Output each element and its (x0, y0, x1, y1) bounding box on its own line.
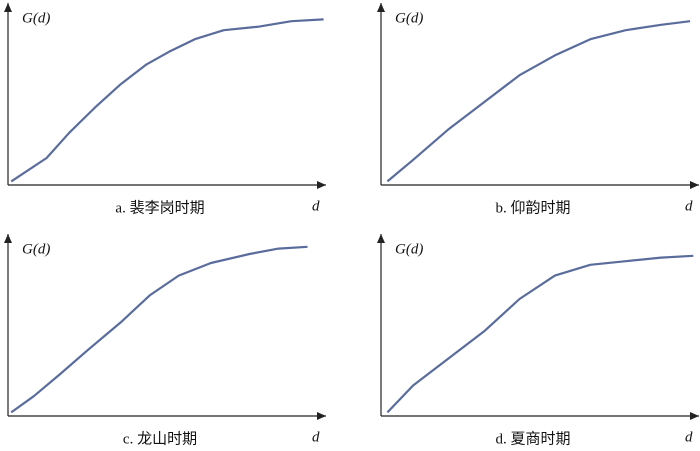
x-axis-label: d (312, 429, 320, 445)
data-line (386, 20, 691, 183)
y-arrow (377, 234, 385, 243)
x-arrow (317, 412, 326, 420)
data-line (386, 254, 694, 414)
x-axis-label: d (685, 429, 693, 445)
x-axis-label: d (685, 198, 693, 214)
panel-caption: b. 仰韵时期 (495, 199, 570, 216)
data-line (10, 245, 308, 414)
x-arrow (690, 412, 699, 420)
x-arrow (317, 181, 326, 189)
panel-caption: c. 龙山时期 (123, 430, 197, 447)
panel-caption: d. 夏商时期 (495, 430, 570, 447)
y-arrow (377, 3, 385, 12)
y-axis-label: G(d) (22, 10, 50, 26)
y-arrow (4, 3, 12, 12)
x-axis-label: d (312, 198, 320, 214)
y-arrow (4, 234, 12, 243)
data-line (10, 18, 324, 183)
y-axis-label: G(d) (395, 10, 423, 26)
y-axis-label: G(d) (22, 241, 50, 257)
x-arrow (690, 181, 699, 189)
panel-caption: a. 裴李岗时期 (115, 199, 204, 216)
y-axis-label: G(d) (395, 241, 423, 257)
